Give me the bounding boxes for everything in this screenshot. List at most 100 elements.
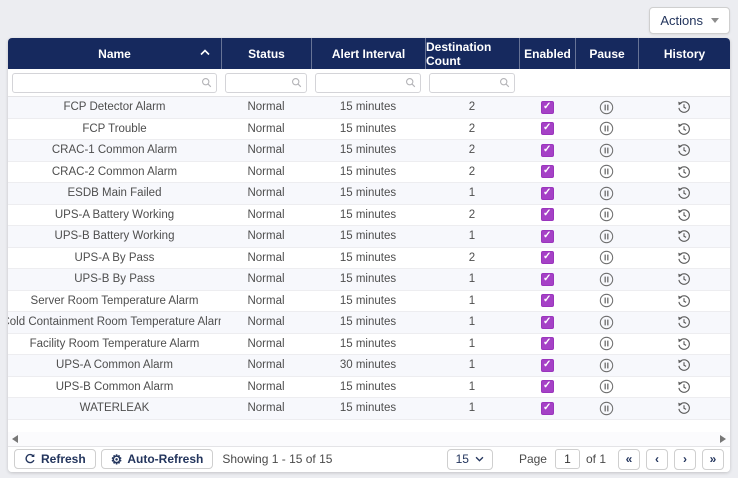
column-header-pause[interactable]: Pause bbox=[575, 38, 638, 69]
refresh-button[interactable]: Refresh bbox=[14, 449, 96, 469]
history-button[interactable] bbox=[677, 272, 691, 286]
actions-button[interactable]: Actions bbox=[649, 7, 730, 34]
table-row[interactable]: UPS-A By Pass Normal 15 minutes 2 bbox=[8, 247, 730, 269]
pause-button[interactable] bbox=[599, 164, 614, 179]
alert-interval-filter-input[interactable] bbox=[315, 72, 421, 93]
scroll-right-icon[interactable] bbox=[720, 434, 726, 443]
history-button[interactable] bbox=[677, 315, 691, 329]
table-row[interactable]: CRAC-1 Common Alarm Normal 15 minutes 2 bbox=[8, 140, 730, 162]
column-header-destination-count[interactable]: Destination Count bbox=[425, 38, 519, 69]
enabled-checkbox[interactable] bbox=[540, 380, 554, 394]
pause-button[interactable] bbox=[599, 250, 614, 265]
table-row[interactable]: FCP Trouble Normal 15 minutes 2 bbox=[8, 118, 730, 140]
history-button[interactable] bbox=[677, 100, 691, 114]
history-button[interactable] bbox=[677, 401, 691, 415]
previous-page-button[interactable]: ‹ bbox=[646, 448, 668, 470]
pause-button[interactable] bbox=[599, 293, 614, 308]
pause-button[interactable] bbox=[599, 121, 614, 136]
enabled-checkbox[interactable] bbox=[540, 229, 554, 243]
history-button[interactable] bbox=[677, 186, 691, 200]
table-row[interactable]: WATERLEAK Normal 15 minutes 1 bbox=[8, 398, 730, 420]
page-of-label: of 1 bbox=[585, 452, 606, 466]
top-bar: Actions bbox=[0, 0, 738, 38]
enabled-checkbox[interactable] bbox=[540, 294, 554, 308]
history-button[interactable] bbox=[677, 229, 691, 243]
history-button[interactable] bbox=[677, 143, 691, 157]
page-number-input[interactable] bbox=[554, 449, 580, 469]
enabled-checkbox[interactable] bbox=[540, 100, 554, 114]
enabled-checkbox[interactable] bbox=[540, 337, 554, 351]
pause-button[interactable] bbox=[599, 207, 614, 222]
history-cell bbox=[638, 162, 730, 183]
pause-button[interactable] bbox=[599, 272, 614, 287]
history-button[interactable] bbox=[677, 358, 691, 372]
table-row[interactable]: Facility Room Temperature Alarm Normal 1… bbox=[8, 333, 730, 355]
enabled-checkbox[interactable] bbox=[540, 401, 554, 415]
column-header-history[interactable]: History bbox=[638, 38, 730, 69]
column-header-status[interactable]: Status bbox=[221, 38, 311, 69]
name-cell: Server Room Temperature Alarm bbox=[30, 294, 199, 307]
table-row[interactable]: ESDB Main Failed Normal 15 minutes 1 bbox=[8, 183, 730, 205]
enabled-checkbox[interactable] bbox=[540, 208, 554, 222]
last-page-button[interactable]: » bbox=[702, 448, 724, 470]
pause-button[interactable] bbox=[599, 358, 614, 373]
destination-count-cell: 1 bbox=[468, 294, 476, 307]
auto-refresh-button-label: Auto-Refresh bbox=[127, 452, 204, 466]
history-icon bbox=[678, 187, 690, 200]
history-button[interactable] bbox=[677, 251, 691, 265]
table-row[interactable]: UPS-B By Pass Normal 15 minutes 1 bbox=[8, 269, 730, 291]
history-button[interactable] bbox=[677, 122, 691, 136]
enabled-checkbox[interactable] bbox=[540, 165, 554, 179]
first-page-button[interactable]: « bbox=[618, 448, 640, 470]
history-cell bbox=[638, 377, 730, 398]
column-header-label: Alert Interval bbox=[331, 46, 406, 61]
page-size-select[interactable]: 15 bbox=[446, 448, 493, 470]
auto-refresh-button[interactable]: ⚙ Auto-Refresh bbox=[100, 449, 214, 469]
pause-button[interactable] bbox=[599, 229, 614, 244]
pause-button[interactable] bbox=[599, 186, 614, 201]
pause-button[interactable] bbox=[599, 401, 614, 416]
pause-button[interactable] bbox=[599, 315, 614, 330]
pause-button[interactable] bbox=[599, 336, 614, 351]
history-icon bbox=[678, 209, 690, 221]
status-filter-input[interactable] bbox=[225, 72, 307, 93]
column-header-alert-interval[interactable]: Alert Interval bbox=[311, 38, 425, 69]
column-header-enabled[interactable]: Enabled bbox=[519, 38, 575, 69]
enabled-checkbox[interactable] bbox=[540, 272, 554, 286]
table-row[interactable]: CRAC-2 Common Alarm Normal 15 minutes 2 bbox=[8, 161, 730, 183]
scroll-left-icon[interactable] bbox=[12, 434, 18, 443]
enabled-checkbox[interactable] bbox=[540, 251, 554, 265]
enabled-checkbox[interactable] bbox=[540, 122, 554, 136]
table-row[interactable]: Cold Containment Room Temperature Alarm … bbox=[8, 312, 730, 334]
table-row[interactable]: FCP Detector Alarm Normal 15 minutes 2 bbox=[8, 97, 730, 119]
enabled-checkbox[interactable] bbox=[540, 143, 554, 157]
column-header-name[interactable]: Name bbox=[8, 38, 221, 69]
history-button[interactable] bbox=[677, 208, 691, 222]
history-button[interactable] bbox=[677, 337, 691, 351]
pause-button[interactable] bbox=[599, 143, 614, 158]
enabled-cell bbox=[519, 205, 575, 226]
enabled-cell bbox=[519, 183, 575, 204]
enabled-checkbox[interactable] bbox=[540, 358, 554, 372]
horizontal-scrollbar[interactable] bbox=[8, 431, 730, 446]
table-body-spacer bbox=[8, 419, 730, 432]
table-row[interactable]: UPS-B Common Alarm Normal 15 minutes 1 bbox=[8, 376, 730, 398]
enabled-checkbox[interactable] bbox=[540, 315, 554, 329]
pause-button[interactable] bbox=[599, 379, 614, 394]
table-row[interactable]: UPS-A Battery Working Normal 15 minutes … bbox=[8, 204, 730, 226]
status-cell: Normal bbox=[247, 294, 285, 307]
enabled-checkbox[interactable] bbox=[540, 186, 554, 200]
history-button[interactable] bbox=[677, 294, 691, 308]
history-button[interactable] bbox=[677, 165, 691, 179]
destination-count-filter-input[interactable] bbox=[429, 72, 515, 93]
gear-icon: ⚙ bbox=[110, 451, 123, 467]
table-row[interactable]: Server Room Temperature Alarm Normal 15 … bbox=[8, 290, 730, 312]
name-filter-input[interactable] bbox=[12, 72, 217, 93]
next-page-button[interactable]: › bbox=[674, 448, 696, 470]
table-row[interactable]: UPS-B Battery Working Normal 15 minutes … bbox=[8, 226, 730, 248]
pause-button[interactable] bbox=[599, 100, 614, 115]
enabled-cell bbox=[519, 398, 575, 419]
table-row[interactable]: UPS-A Common Alarm Normal 30 minutes 1 bbox=[8, 355, 730, 377]
destination-count-cell: 2 bbox=[468, 122, 476, 135]
history-button[interactable] bbox=[677, 380, 691, 394]
